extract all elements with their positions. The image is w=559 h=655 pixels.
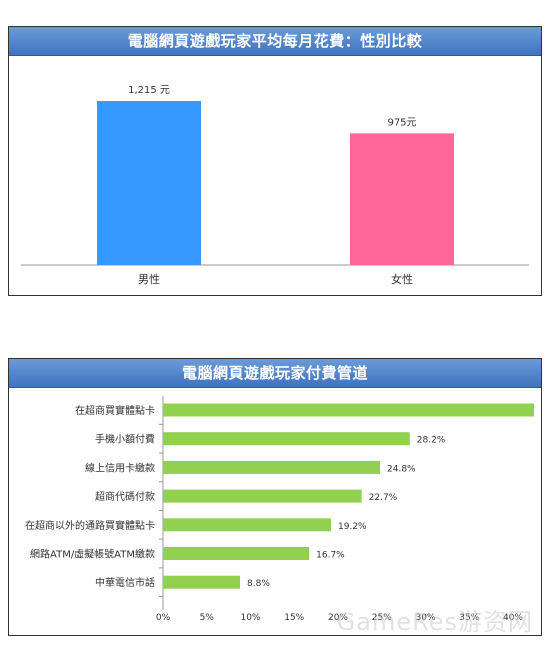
payment-channel-chart: 42.4%在超商買實體點卡28.2%手機小額付費24.8%線上信用卡繳款22.7… [25,396,534,623]
category-label: 超商代碼付款 [95,490,155,503]
x-tick-label: 0% [156,613,171,623]
x-tick-label: 15% [284,613,304,623]
category-label: 線上信用卡繳款 [85,461,155,474]
gender-spending-chart-panel: 電腦網頁遊戲玩家平均每月花費：性別比較 1,215 元男性 975元女性 [8,26,542,296]
data-label: 8.8% [247,579,270,589]
bar-5 [163,547,310,560]
bar-6 [163,575,240,589]
chart-title: 電腦網頁遊戲玩家付費管道 [9,359,541,388]
x-tick-label: 25% [372,613,392,623]
bar-4 [163,518,331,532]
data-label: 22.7% [369,493,398,503]
bar-0 [97,100,201,265]
category-label: 男性 [138,272,160,286]
data-label: 16.7% [316,551,345,561]
x-tick-label: 35% [459,613,479,623]
category-label: 中華電信市話 [95,576,155,589]
data-label: 1,215 元 [128,85,170,96]
category-label: 女性 [391,272,413,286]
data-label: 24.8% [387,464,416,474]
payment-channel-chart-panel: 電腦網頁遊戲玩家付費管道 42.4%在超商買實體點卡28.2%手機小額付費24.… [8,358,542,636]
bar-1 [163,432,410,446]
data-label: 28.2% [417,436,446,446]
x-tick-label: 40% [503,613,523,623]
category-label: 手機小額付費 [95,433,155,446]
bar-1 [350,133,454,265]
category-label: 網路ATM/虛擬帳號ATM繳款 [30,548,155,561]
bar-0 [163,403,534,417]
bar-3 [163,489,362,503]
chart-title: 電腦網頁遊戲玩家平均每月花費：性別比較 [9,27,541,56]
category-label: 在超商買實體點卡 [75,404,155,417]
x-tick-label: 5% [200,613,215,623]
data-label: 975元 [387,117,416,128]
x-tick-label: 10% [240,613,260,623]
category-label: 在超商以外的通路買實體點卡 [25,519,155,532]
x-tick-label: 20% [328,613,348,623]
bar-2 [163,460,380,474]
data-label: 19.2% [338,522,367,532]
x-tick-label: 30% [415,613,435,623]
